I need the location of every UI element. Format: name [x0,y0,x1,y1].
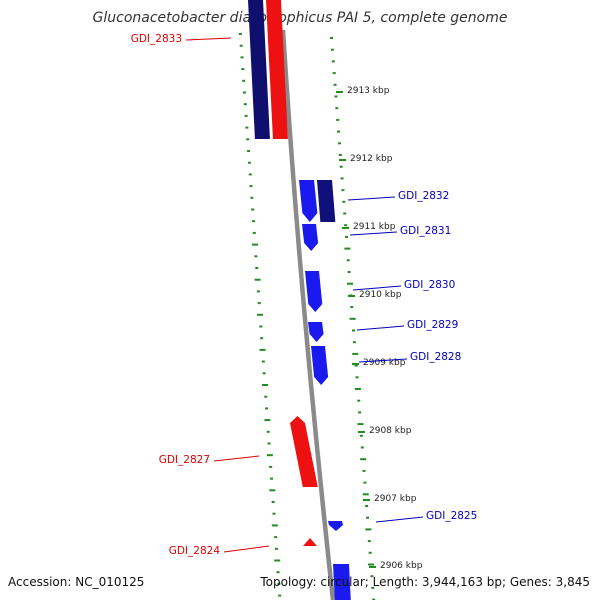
leader-line-gdi-2824 [223,545,270,553]
gene-gdi-2829-feature[interactable] [308,322,324,342]
gene-label-gdi-2832[interactable]: GDI_2832 [398,190,449,202]
scale-track: 2913 kbp 2912 kbp 2911 kbp 2910 kbp 2909 kbp… [336,86,423,571]
gene-labels: GDI_2833 GDI_2832 GDI_2831 GDI_2830 GDI_2829… [131,33,478,557]
gene-gdi-2833-feature[interactable] [266,0,288,139]
gene-label-gdi-2827[interactable]: GDI_2827 [159,454,210,466]
accession-text: Accession: NC_010125 [8,575,145,589]
leader-line-gdi-2829 [356,325,405,331]
genome-summary-text: Topology: circular; Length: 3,944,163 bp… [260,575,590,589]
gene-gdi-2832-feature[interactable] [299,180,318,222]
gene-label-gdi-2829[interactable]: GDI_2829 [407,319,458,331]
leader-line-gdi-2831 [349,231,398,236]
gene-unlabeled-feature[interactable] [333,564,351,600]
scale-tick-label: 2909 kbp [363,358,406,368]
gene-gdi-2824-feature[interactable] [303,538,318,546]
gene-gdi-2833-feature[interactable] [248,0,270,139]
leader-line-gdi-2828 [358,358,408,363]
scale-tick-label: 2911 kbp [353,222,396,232]
gc-skew-track [238,33,376,600]
leader-line-gdi-2832 [347,196,396,201]
backbone-line [280,29,336,600]
scale-tick-label: 2908 kbp [369,426,412,436]
gene-features [248,0,351,600]
scale-tick-label: 2907 kbp [374,494,417,504]
gene-gdi-2825-feature[interactable] [328,521,343,531]
gene-gdi-2830-feature[interactable] [305,271,323,312]
leader-line-gdi-2830 [352,285,402,291]
gene-gdi-2832-feature[interactable] [317,180,336,222]
gene-gdi-2828-feature[interactable] [311,346,329,385]
gene-label-gdi-2825[interactable]: GDI_2825 [426,510,477,522]
scale-tick-label: 2913 kbp [347,86,390,96]
scale-tick-label: 2906 kbp [380,561,423,571]
leader-line-gdi-2833 [185,37,232,41]
scale-tick-label: 2910 kbp [359,290,402,300]
gene-label-gdi-2824[interactable]: GDI_2824 [169,545,221,557]
gene-label-gdi-2828[interactable]: GDI_2828 [410,351,461,363]
gene-gdi-2831-feature[interactable] [302,224,319,251]
gene-label-gdi-2833[interactable]: GDI_2833 [131,33,182,45]
leader-line-gdi-2825 [375,516,424,523]
leader-line-gdi-2827 [213,455,260,462]
backbone [280,29,336,600]
gene-gdi-2827-feature[interactable] [290,416,318,487]
map-title: Gluconacetobacter diazotrophicus PAI 5, … [92,10,508,26]
gene-label-gdi-2831[interactable]: GDI_2831 [400,225,451,237]
scale-tick-label: 2912 kbp [350,154,393,164]
gene-label-gdi-2830[interactable]: GDI_2830 [404,279,455,291]
